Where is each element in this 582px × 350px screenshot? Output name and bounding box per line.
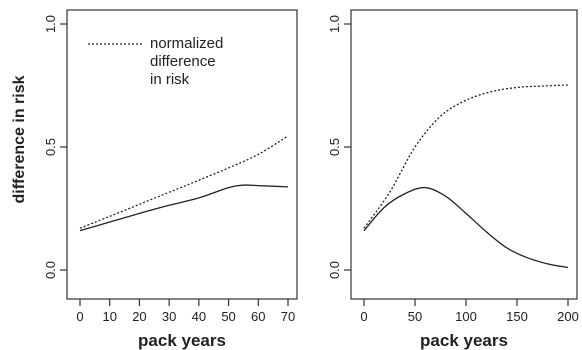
right-x-tick-label: 0 <box>360 309 367 324</box>
legend-label-line: normalized <box>150 35 223 52</box>
right-x-tick-label: 150 <box>506 309 528 324</box>
left-x-axis-title: pack years <box>138 331 226 350</box>
right-difference-line <box>363 186 569 269</box>
left-x-tick-label: 0 <box>76 309 83 324</box>
right-normalized-difference-line <box>363 84 569 229</box>
right-x-tick-label: 200 <box>557 309 579 324</box>
left-x-tick-label: 50 <box>221 309 235 324</box>
left-plot-frame <box>66 9 298 300</box>
right-x-tick-label: 50 <box>408 309 422 324</box>
right-y-tick-label: 1.0 <box>327 15 342 33</box>
right-plot-frame <box>350 9 578 300</box>
right-x-tick-label: 100 <box>455 309 477 324</box>
left-difference-line <box>79 184 289 232</box>
right-y-tick-label: 0.5 <box>327 138 342 156</box>
left-x-tick-label: 40 <box>192 309 206 324</box>
left-y-tick-label: 1.0 <box>43 15 58 33</box>
left-y-tick-label: 0.5 <box>43 138 58 156</box>
right-x-axis-title: pack years <box>420 331 508 350</box>
left-x-tick-label: 70 <box>281 309 295 324</box>
legend-label-line: in risk <box>150 71 190 88</box>
left-x-tick-label: 60 <box>251 309 265 324</box>
right-y-tick-label: 0.0 <box>327 261 342 279</box>
left-x-tick-label: 10 <box>102 309 116 324</box>
left-x-tick-label: 20 <box>132 309 146 324</box>
left-normalized-difference-line <box>79 135 289 229</box>
left-y-tick-label: 0.0 <box>43 261 58 279</box>
left-panel: 0.0 0.5 1.0 0 10 20 30 40 50 60 70 pack years differ… <box>11 9 298 350</box>
legend-label-line: difference <box>150 53 216 70</box>
left-y-axis-title: difference in risk <box>11 75 28 203</box>
left-x-tick-label: 30 <box>162 309 176 324</box>
right-panel: 0.0 0.5 1.0 0 50 100 150 200 pack years <box>327 9 579 350</box>
